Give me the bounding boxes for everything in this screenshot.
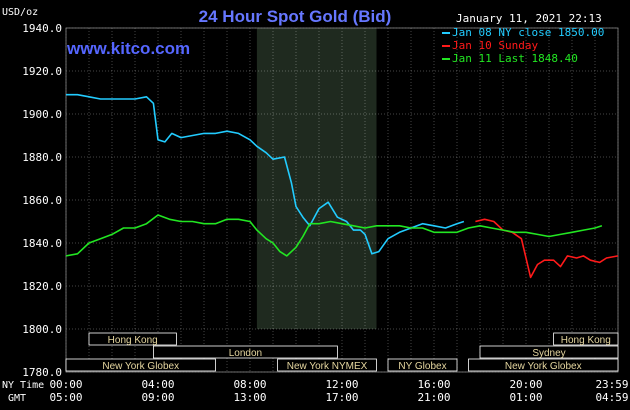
market-session-label: New York NYMEX [287, 361, 368, 372]
y-tick-label: 1860.0 [22, 194, 62, 207]
y-tick-label: 1920.0 [22, 65, 62, 78]
x-tick-label-gmt: 04:59 [595, 391, 628, 404]
y-tick-label: 1940.0 [22, 22, 62, 35]
x-tick-label-ny: 23:59 [595, 378, 628, 391]
market-session-box [479, 345, 619, 359]
market-session-label: London [229, 348, 262, 359]
x-tick-label-ny: 20:00 [509, 378, 542, 391]
gridlines [65, 27, 619, 373]
x-tick-label-gmt: 21:00 [417, 391, 450, 404]
market-session-label: New York Globex [102, 361, 179, 372]
series-lines [65, 93, 619, 279]
x-tick-label-gmt: 13:00 [233, 391, 266, 404]
market-session-box [553, 332, 619, 346]
legend-entry: Jan 08 NY close 1850.00 [452, 26, 604, 39]
x-tick-label-ny: 00:00 [49, 378, 82, 391]
x-tick-label-gmt: 17:00 [325, 391, 358, 404]
market-session-box [152, 345, 338, 359]
unit-label: USD/oz [2, 7, 38, 18]
ny-time-label: NY Time [2, 380, 44, 391]
series-line-1 [66, 93, 465, 255]
market-session-label: Hong Kong [561, 335, 611, 346]
legend-entry: Jan 10 Sunday [452, 39, 538, 52]
x-tick-label-ny: 04:00 [141, 378, 174, 391]
y-tick-label: 1880.0 [22, 151, 62, 164]
market-session-box [468, 358, 619, 372]
y-tick-label: 1820.0 [22, 280, 62, 293]
y-tick-label: 1900.0 [22, 108, 62, 121]
market-session-box [277, 358, 377, 372]
market-session-label: Hong Kong [108, 335, 158, 346]
market-session-label: Sydney [532, 348, 565, 359]
watermark-url: www.kitco.com [66, 39, 190, 58]
y-tick-label: 1800.0 [22, 323, 62, 336]
nymex-session-shading [256, 28, 377, 329]
x-tick-label-gmt: 01:00 [509, 391, 542, 404]
y-axis: 1940.0 1920.0 1900.0 1880.0 1860.0 1840.0 1820… [22, 22, 62, 379]
series-line-3 [65, 214, 603, 257]
plot-border [65, 27, 619, 373]
x-tick-label-ny: 12:00 [325, 378, 358, 391]
legend-entry: Jan 11 Last 1848.40 [452, 52, 578, 65]
gmt-label: GMT [8, 393, 26, 404]
x-tick-label-gmt: 05:00 [49, 391, 82, 404]
market-session-box [88, 332, 177, 346]
market-session-label: New York Globex [505, 361, 582, 372]
timestamp: January 11, 2021 22:13 [456, 12, 602, 25]
market-session-label: NY Globex [398, 361, 446, 372]
x-tick-label-ny: 08:00 [233, 378, 266, 391]
x-tick-label-ny: 16:00 [417, 378, 450, 391]
market-session-box [65, 358, 216, 372]
y-tick-label: 1780.0 [22, 366, 62, 379]
y-tick-label: 1840.0 [22, 237, 62, 250]
chart-title: 24 Hour Spot Gold (Bid) [199, 7, 392, 26]
x-tick-label-gmt: 09:00 [141, 391, 174, 404]
market-session-box [387, 358, 458, 372]
market-sessions: Hong Kong London New York Globex New York N… [65, 332, 619, 372]
